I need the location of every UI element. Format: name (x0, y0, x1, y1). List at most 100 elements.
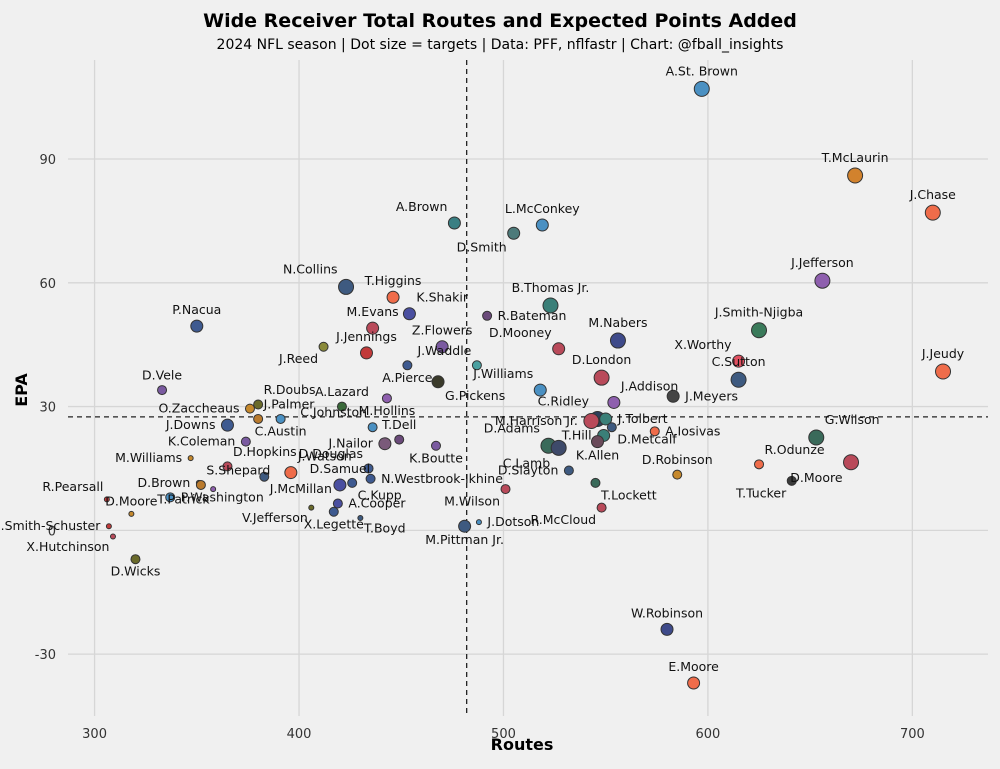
x-tick-label: 500 (491, 727, 516, 742)
data-point (660, 622, 674, 636)
data-point (195, 479, 206, 490)
point-label: J.Chase (909, 187, 956, 202)
point-label: J.Smith-Schuster (0, 518, 101, 533)
data-point (431, 375, 445, 389)
point-label: C.Austin (255, 423, 307, 438)
grid-lines (68, 60, 988, 716)
data-point (754, 459, 765, 470)
data-point (847, 167, 864, 184)
data-point (649, 426, 660, 437)
data-point (482, 310, 493, 321)
point-label: M.Nabers (588, 315, 647, 330)
data-point (814, 272, 831, 289)
data-point (357, 514, 364, 521)
point-label: T.Patrick (156, 492, 210, 507)
data-point (103, 496, 110, 503)
data-point (606, 422, 617, 433)
point-label: A.St. Brown (666, 63, 738, 78)
data-point (687, 676, 701, 690)
data-point (328, 506, 339, 517)
point-label: J.Reed (278, 351, 318, 366)
point-label: D.Moore (105, 493, 158, 508)
data-point (318, 341, 329, 352)
data-point (751, 322, 768, 339)
data-point (808, 429, 825, 446)
data-point (240, 436, 251, 447)
point-label: T.Hill (561, 427, 592, 442)
point-label: C.Sutton (712, 354, 766, 369)
point-label: J.Jennings (335, 329, 397, 344)
chart-subtitle: 2024 NFL season | Dot size = targets | D… (216, 37, 784, 53)
point-label: J.Tolbert (617, 411, 668, 426)
axis-ticks: 300 400 500 600 700 -30 0 30 60 90 (35, 153, 925, 742)
data-point (378, 437, 392, 451)
data-point (308, 504, 315, 511)
point-label: J.Palmer (263, 396, 316, 411)
y-tick-label: 60 (39, 277, 56, 292)
chart-title: Wide Receiver Total Routes and Expected … (203, 10, 797, 32)
point-label: A.Brown (396, 199, 448, 214)
data-point (359, 346, 373, 360)
data-point (336, 401, 347, 412)
point-label: D.Vele (142, 368, 182, 383)
point-label: J.Jefferson (790, 255, 854, 270)
point-label: K.Coleman (168, 434, 235, 449)
point-label: A.Cooper (348, 496, 406, 511)
data-point (338, 278, 355, 295)
point-label: M.Wilson (444, 494, 500, 509)
point-label: J.Nailor (327, 436, 373, 451)
point-label: X.Worthy (674, 337, 732, 352)
x-tick-label: 400 (287, 727, 312, 742)
point-label: J.Williams (472, 366, 533, 381)
data-point (394, 434, 405, 445)
point-label: K.Boutte (409, 450, 463, 465)
data-point (259, 471, 270, 482)
data-point (157, 385, 168, 396)
point-label: D.Samuel (310, 461, 370, 476)
point-label: T.Boyd (363, 520, 406, 535)
point-label: A.Pierce (382, 370, 432, 385)
data-point (210, 486, 217, 493)
data-point (609, 332, 626, 349)
y-tick-label: -30 (35, 648, 56, 663)
data-point (590, 477, 601, 488)
data-point (431, 440, 441, 451)
data-point (332, 498, 343, 509)
point-label: X.Legette (304, 516, 364, 531)
point-label: D.Moore (790, 470, 843, 485)
point-label: J.Meyers (684, 388, 738, 403)
point-label: J.Jeudy (921, 346, 965, 361)
data-point (435, 340, 449, 354)
data-point (843, 454, 860, 471)
point-label: N.Westbrook-Ikhine (381, 471, 503, 486)
point-label: D.Slayton (498, 463, 559, 478)
point-label: Z.Flowers (412, 323, 472, 338)
point-label: R.Odunze (765, 442, 825, 457)
point-label: P.Nacua (172, 302, 221, 317)
point-label: D.Hopkins (233, 444, 297, 459)
data-point (365, 473, 376, 484)
data-point (693, 80, 710, 97)
point-label: T.Tucker (735, 485, 787, 500)
point-label: D.Mooney (489, 325, 552, 340)
point-label: C.Johnston (300, 405, 367, 420)
point-label: M.Hollins (359, 403, 416, 418)
data-point (535, 218, 549, 232)
point-label: L.McConkey (505, 201, 580, 216)
x-tick-label: 600 (695, 727, 720, 742)
data-point (563, 465, 574, 476)
point-label: D.Metcalf (617, 432, 677, 447)
point-label: S.Shepard (206, 462, 270, 477)
point-label: C.Ridley (538, 393, 590, 408)
point-label: J.Waddle (416, 343, 471, 358)
data-point (583, 413, 600, 430)
point-label: A.Lazard (315, 384, 369, 399)
data-point (130, 554, 141, 565)
point-label: B.Thomas Jr. (512, 280, 590, 295)
point-label: T.McLaurin (821, 150, 889, 165)
data-point (190, 319, 204, 333)
data-point (402, 360, 413, 371)
point-label: T.Dell (381, 417, 416, 432)
data-point (333, 478, 347, 492)
